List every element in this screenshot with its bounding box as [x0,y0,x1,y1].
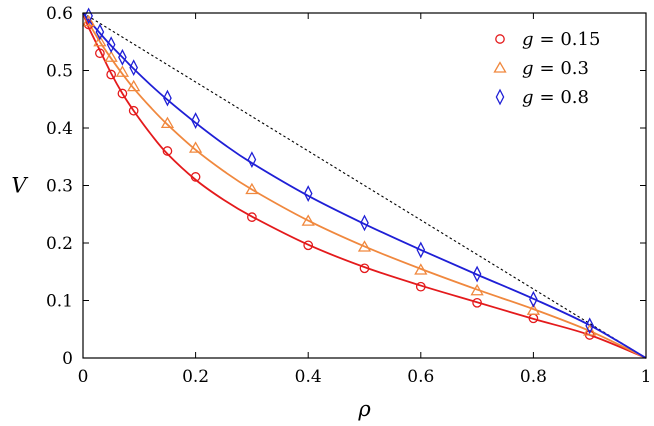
fit-curve-series-3 [82,12,647,359]
data-point-series-1 [95,48,105,59]
data-point-series-3 [247,151,257,169]
reference-line [82,12,647,359]
data-point-series-3 [585,317,595,335]
legend-marker-series-1 [495,34,505,44]
data-point-series-2 [583,324,597,336]
y-tick-label: 0.5 [46,62,73,82]
y-tick-label: 0 [62,349,73,369]
legend-variable: g [522,87,534,108]
legend: g = 0.15 g = 0.3 g = 0.8 [493,29,600,108]
data-point-series-2 [115,65,130,77]
data-point-series-2 [357,240,372,252]
data-point-series-2 [526,303,541,315]
data-point-series-2 [127,79,141,92]
data-point-series-2 [188,141,203,153]
x-tick-label: 0 [78,367,89,387]
data-point-series-2 [93,34,107,47]
data-point-series-3 [416,241,426,259]
data-point-series-1 [128,105,139,116]
x-tick-label: 0.4 [295,367,322,387]
data-point-series-1 [190,172,201,182]
data-point-series-2 [301,214,315,226]
tick-labels: 0 0.2 0.4 0.6 0.8 1 0 0.1 0.2 0.3 0.4 0.5 0.6 [46,4,651,387]
legend-label-series-3: g = 0.8 [522,87,589,108]
data-point-series-3 [95,23,105,41]
legend-value: = 0.8 [540,87,589,108]
data-point-series-3 [191,112,200,129]
data-point-series-1 [415,281,426,292]
data-point-series-1 [106,69,117,80]
legend-value: = 0.3 [540,58,589,79]
data-point-series-3 [472,265,482,283]
data-point-series-1 [472,297,482,308]
data-point-series-2 [414,263,428,275]
ticks [82,12,647,359]
legend-label-series-1: g = 0.15 [522,29,600,50]
data-point-series-2 [160,116,175,129]
data-point-series-3 [163,89,172,107]
data-point-series-3 [129,59,139,77]
data-point-series-1 [359,263,370,274]
data-point-series-2 [104,50,118,62]
y-tick-label: 0.6 [46,4,73,24]
y-tick-label: 0.2 [46,234,73,254]
legend-variable: g [522,58,534,79]
legend-variable: g [522,29,534,50]
x-tick-label: 1 [641,367,652,387]
x-axis-label: ρ [357,397,371,421]
data-point-series-1 [303,240,314,251]
data-point-series-3 [118,48,127,66]
data-point-series-3 [529,290,538,308]
data-point-series-2 [245,182,259,195]
x-tick-label: 0.6 [407,367,434,387]
y-tick-label: 0.4 [46,119,73,139]
y-axis-label: V [11,174,28,198]
legend-marker-series-2 [493,61,507,73]
data-point-series-3 [106,36,116,54]
data-point-series-1 [247,212,257,222]
plot-markers [82,7,597,340]
y-tick-label: 0.3 [46,177,73,197]
data-point-series-3 [360,214,369,232]
legend-marker-series-3 [495,88,505,106]
data-point-series-2 [82,14,96,27]
legend-value: = 0.15 [540,29,601,50]
x-tick-label: 0.8 [520,367,547,387]
x-tick-label: 0.2 [182,367,209,387]
data-point-series-1 [117,88,128,99]
data-point-series-3 [303,185,313,202]
y-tick-label: 0.1 [46,292,73,312]
data-point-series-2 [470,283,484,296]
data-point-series-1 [162,146,173,156]
legend-label-series-2: g = 0.3 [522,58,589,79]
